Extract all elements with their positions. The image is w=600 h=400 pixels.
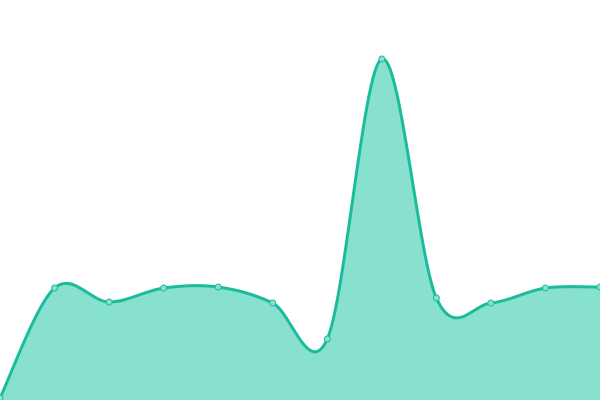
data-point-5 bbox=[214, 283, 222, 291]
data-point-7 bbox=[323, 335, 331, 343]
data-point-10 bbox=[487, 299, 495, 307]
data-point-9 bbox=[432, 294, 440, 302]
data-points bbox=[0, 55, 600, 400]
data-point-8 bbox=[378, 55, 386, 63]
data-point-1 bbox=[0, 394, 4, 400]
data-point-12 bbox=[596, 283, 600, 291]
data-point-11 bbox=[541, 284, 549, 292]
series-area-fill bbox=[0, 58, 600, 400]
data-point-2 bbox=[51, 284, 59, 292]
data-point-3 bbox=[105, 298, 113, 306]
data-point-6 bbox=[269, 299, 277, 307]
data-point-4 bbox=[160, 284, 168, 292]
